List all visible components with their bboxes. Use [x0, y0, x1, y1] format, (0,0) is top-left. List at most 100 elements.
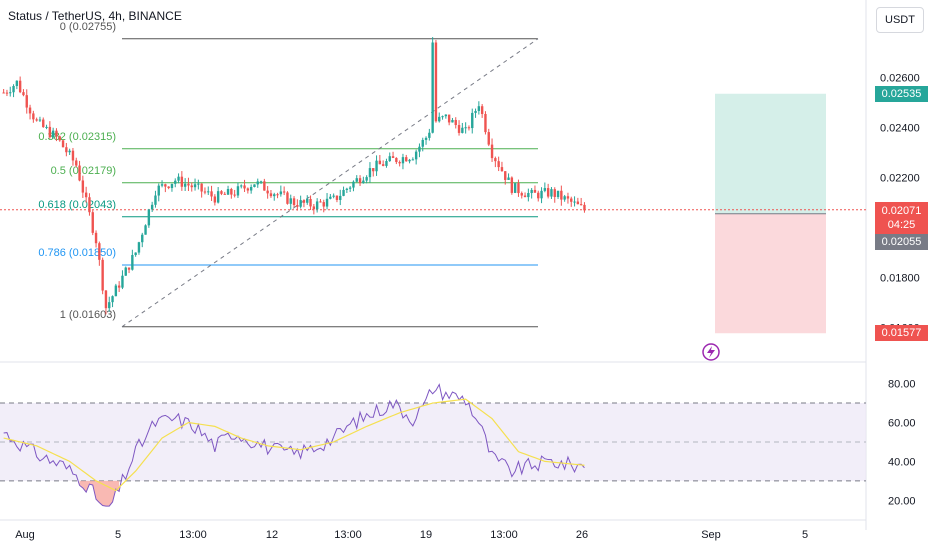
candle-body: [117, 285, 121, 288]
time-tick-label: 5: [802, 529, 808, 541]
candle-body: [193, 184, 197, 188]
candle-body: [497, 161, 500, 168]
candle-body: [187, 183, 190, 186]
candle-body: [325, 198, 329, 207]
candle-body: [358, 178, 362, 184]
candle-body: [71, 150, 75, 161]
candle-body: [174, 180, 177, 184]
candle-body: [256, 181, 259, 185]
candle-body: [428, 132, 431, 138]
candle-body: [108, 302, 111, 309]
candle-body: [279, 191, 283, 195]
candle-body: [98, 243, 101, 260]
candle-body: [164, 184, 167, 187]
candle-body: [464, 127, 467, 129]
candle-body: [315, 201, 319, 210]
candle-body: [527, 193, 530, 198]
candle-body: [65, 147, 68, 153]
fib-level-label: 0 (0.02755): [60, 21, 116, 33]
candle-body: [286, 192, 289, 204]
candle-body: [309, 198, 312, 207]
candle-body: [566, 196, 570, 199]
candle-body: [167, 186, 170, 189]
candle-body: [329, 196, 332, 199]
countdown-label: 04:25: [887, 218, 916, 231]
candle-body: [454, 119, 457, 126]
rsi-tick-label: 80.00: [888, 379, 916, 391]
candle-body: [487, 132, 490, 145]
candle-body: [438, 116, 441, 122]
candle-body: [553, 189, 556, 197]
time-tick-label: 13:00: [179, 529, 207, 541]
candle-body: [114, 285, 118, 297]
candle-body: [517, 183, 520, 194]
candle-body: [12, 86, 15, 93]
candle-body: [150, 204, 154, 210]
candle-body: [216, 191, 220, 203]
candle-body: [154, 195, 157, 205]
price-tick-label: 0.02400: [880, 123, 920, 135]
candle-body: [223, 193, 226, 195]
candle-body: [550, 189, 553, 197]
candle-body: [5, 92, 9, 94]
rsi-ma-line: [3, 398, 585, 492]
time-tick-label: 12: [266, 529, 278, 541]
candle-body: [289, 198, 292, 204]
currency-button[interactable]: USDT: [876, 7, 924, 33]
candle-body: [147, 209, 151, 226]
price-tick-label: 0.01800: [880, 273, 920, 285]
time-tick-label: 13:00: [490, 529, 518, 541]
candle-body: [477, 106, 481, 111]
candle-body: [28, 107, 32, 114]
candle-body: [269, 193, 273, 197]
candle-body: [543, 188, 547, 191]
candle-body: [81, 180, 85, 193]
candle-body: [490, 144, 494, 159]
candle-body: [226, 188, 230, 195]
candle-body: [94, 232, 98, 244]
candle-body: [183, 183, 187, 187]
candle-body: [447, 114, 451, 123]
candle-body: [494, 158, 497, 162]
candle-body: [259, 181, 263, 183]
candle-body: [240, 185, 243, 187]
current-price-tag: 0.02071 04:25: [875, 201, 928, 234]
candle-body: [253, 184, 256, 187]
rsi-line: [3, 383, 585, 507]
candle-body: [579, 204, 583, 206]
candle-body: [273, 194, 276, 197]
candle-body: [421, 139, 424, 147]
candle-body: [104, 290, 108, 309]
candle-body: [474, 110, 477, 113]
candle-body: [573, 201, 576, 203]
candle-body: [42, 119, 45, 127]
candle-body: [480, 106, 484, 114]
candle-body: [319, 201, 322, 203]
candle-body: [345, 188, 349, 190]
candle-body: [563, 196, 566, 200]
candle-body: [546, 188, 550, 197]
candle-body: [230, 188, 233, 195]
candle-body: [523, 195, 527, 198]
candle-body: [533, 189, 537, 193]
candle-body: [365, 177, 368, 181]
rsi-tick-label: 60.00: [888, 418, 916, 430]
candle-body: [91, 212, 94, 233]
candle-body: [190, 185, 193, 188]
candle-body: [170, 183, 174, 189]
candle-body: [22, 92, 25, 96]
time-tick-label: 19: [420, 529, 432, 541]
candle-body: [441, 116, 444, 118]
fib-level-label: 0.618 (0.02043): [38, 199, 116, 211]
candle-body: [137, 242, 141, 253]
candle-body: [576, 201, 580, 205]
candle-body: [388, 156, 391, 162]
lightning-icon[interactable]: [702, 343, 720, 361]
candle-body: [362, 180, 365, 184]
candle-body: [335, 195, 339, 200]
candle-body: [457, 125, 461, 133]
candle-body: [197, 183, 200, 185]
candle-body: [418, 146, 421, 152]
candle-body: [306, 198, 309, 203]
